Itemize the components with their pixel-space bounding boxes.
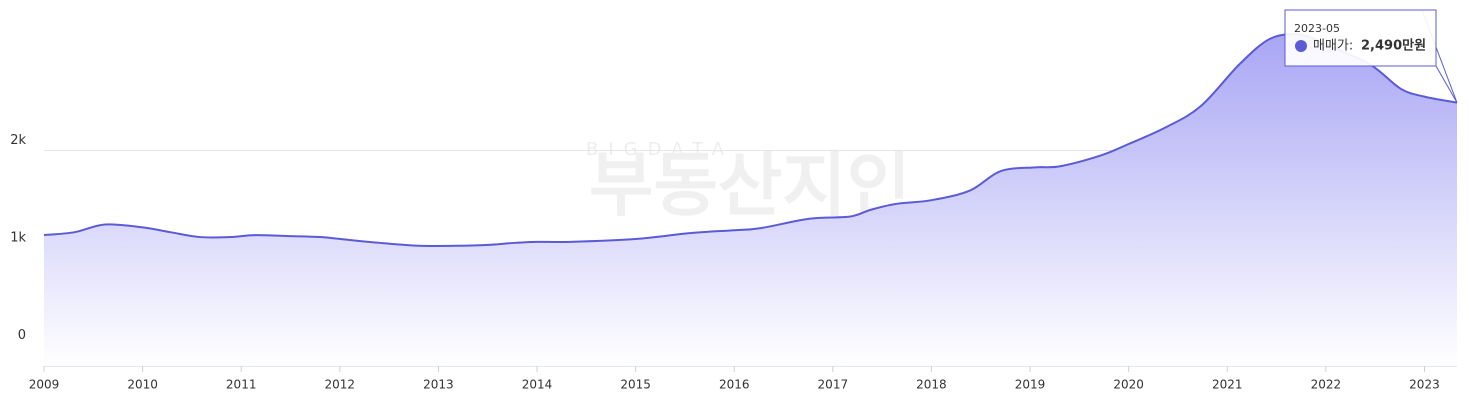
legend-marker — [1295, 40, 1307, 52]
x-tick-label: 2017 — [818, 378, 849, 392]
area — [44, 34, 1457, 366]
watermark: BIGDATA — [586, 139, 734, 160]
tooltip-value: 2,490만원 — [1361, 38, 1426, 54]
x-tick-label: 2012 — [325, 378, 356, 392]
x-tick-label: 2015 — [620, 378, 651, 392]
x-tick-label: 2014 — [522, 378, 553, 392]
x-tick-label: 2009 — [29, 378, 60, 392]
x-tick-label: 2022 — [1311, 378, 1342, 392]
line — [43, 33, 1458, 247]
x-tick-label: 2018 — [916, 378, 947, 392]
x-tick-label: 2021 — [1212, 378, 1243, 392]
x-tick-label: 2020 — [1113, 378, 1144, 392]
x-tick-label: 2019 — [1015, 378, 1046, 392]
x-tick-label: 2023 — [1409, 378, 1440, 392]
x-tick-label: 2010 — [127, 378, 158, 392]
tooltip-series: 매매가: — [1313, 39, 1353, 54]
y-tick-label: 0 — [18, 328, 26, 343]
x-tick-label: 2013 — [423, 378, 454, 392]
x-tick-label: 2011 — [226, 378, 257, 392]
tooltip-date: 2023-05 — [1294, 22, 1340, 35]
x-tick-label: 2016 — [719, 378, 750, 392]
watermark: 부동산지인 — [589, 144, 911, 226]
y-tick-label: 2k — [10, 133, 26, 148]
tooltip — [1284, 9, 1437, 67]
y-tick-label: 1k — [10, 230, 26, 245]
